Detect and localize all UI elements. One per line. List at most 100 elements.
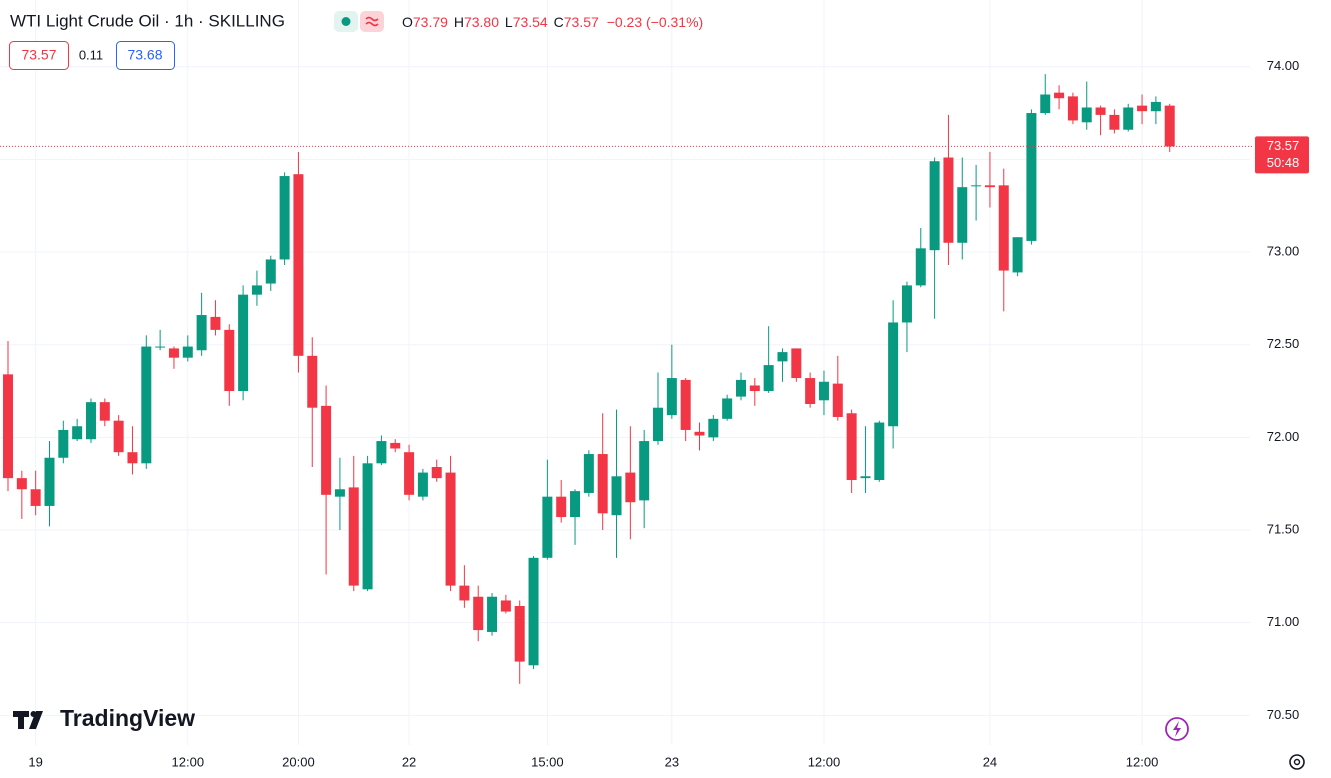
candle-body [1012,237,1023,273]
delay-badge [360,11,384,32]
delay-icon [365,16,379,27]
candle-body [459,585,470,601]
y-tick-label: 70.50 [1267,707,1300,722]
lightning-icon [1173,721,1181,737]
candle-body [487,596,498,632]
candle-body [1054,92,1065,99]
brand-name: TradingView [60,705,195,731]
candle-body [735,379,746,397]
legend-label: O [402,14,413,30]
candle-body [708,418,719,438]
candle-body [1164,105,1175,147]
candle-body [251,285,262,295]
candle-body [542,496,553,558]
candle-body [570,491,581,518]
candle-body [431,467,442,479]
candle-body [860,476,871,479]
candle-body [1081,107,1092,123]
candle-body [528,557,539,666]
last-price-box [1255,136,1309,174]
sell-box[interactable] [9,41,69,70]
bid-price[interactable]: 73.57 [21,47,56,63]
candle-body [749,385,760,392]
candle-body [85,402,96,440]
x-tick-label: 22 [402,754,416,769]
legend-value: 73.54 [513,14,548,30]
candle-body [1137,105,1148,112]
x-tick-label: 23 [665,754,679,769]
candle-body [971,185,982,187]
legend-value: 73.57 [564,14,599,30]
legend-change: −0.23 (−0.31%) [607,14,704,30]
candle-body [293,174,304,356]
ohlc-legend: O73.79 H73.80 L73.54 C73.57 −0.23 (−0.31… [402,14,703,30]
candle-body [58,429,69,458]
x-tick-label: 12:00 [1126,754,1159,769]
x-tick-label: 12:00 [808,754,841,769]
legend-label: H [454,14,464,30]
candle-body [984,185,995,188]
chart-title: WTI Light Crude Oil · 1h · SKILLING [10,11,285,30]
candle-body [30,489,41,506]
candle-body [639,441,650,501]
last-price-label: 73.57 [1267,138,1300,153]
candle-body [680,379,691,430]
x-tick-label: 15:00 [531,754,564,769]
candle-body [210,316,221,330]
candle-body [224,329,235,392]
candle-body [1150,101,1161,112]
candle-body [500,600,511,612]
candle-body [44,457,55,506]
candle-body [929,161,940,251]
candle-body [943,157,954,243]
brand-logo-dot [30,711,37,717]
candles-layer [3,74,1175,684]
settings-button[interactable] [1289,754,1305,770]
y-tick-label: 71.00 [1267,614,1300,629]
x-tick-label: 20:00 [282,754,315,769]
candle-body [321,405,332,495]
candle-body [265,259,276,284]
candle-body [3,374,13,479]
buy-box[interactable] [116,41,175,70]
candle-body [625,472,636,503]
candle-body [404,452,415,495]
candle-body [155,346,166,348]
candle-body [113,420,124,453]
spread: 0.11 [79,47,103,62]
candle-body [445,472,456,586]
candle-body [818,381,829,401]
candle-body [846,413,857,480]
candle-body [1040,94,1051,114]
candle-body [915,248,926,286]
candle-body [1109,114,1120,130]
candle-body [72,426,83,440]
candle-body [182,346,193,358]
y-tick-label: 73.00 [1267,243,1300,258]
candle-body [653,407,664,442]
legend-label: C [554,14,564,30]
candle-body [1026,113,1037,241]
candle-body [99,402,110,421]
candle-body [334,489,345,497]
candle-body [597,454,608,514]
candle-body [348,487,359,586]
candle-body [127,452,138,464]
lightning-button[interactable] [1165,717,1189,741]
x-tick-label: 24 [983,754,997,769]
ask-price[interactable]: 73.68 [127,47,162,63]
candle-body [473,596,484,631]
legend-value: 73.80 [464,14,499,30]
brand-logo [13,711,43,729]
candle-body [238,294,249,392]
candle-body [141,346,152,464]
candle-body [805,378,816,405]
candle-body [196,315,207,351]
candle-body [168,348,179,358]
y-tick-label: 74.00 [1267,58,1300,73]
candle-body [417,472,428,497]
candle-body [832,383,843,417]
candle-body [1123,107,1134,130]
